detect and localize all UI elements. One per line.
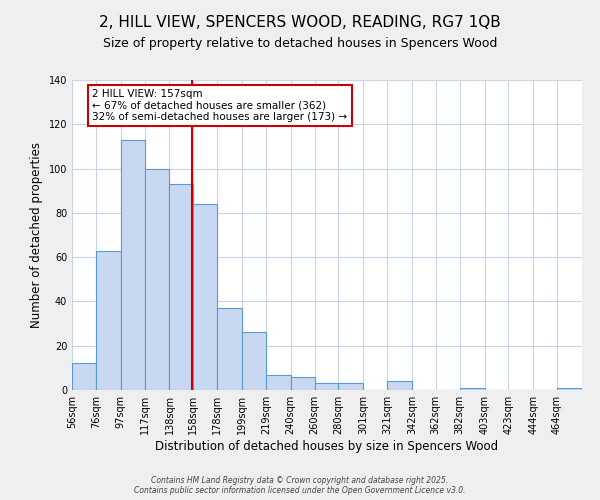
- Bar: [314, 384, 338, 390]
- Bar: [145, 168, 169, 390]
- Bar: [557, 388, 582, 390]
- X-axis label: Distribution of detached houses by size in Spencers Wood: Distribution of detached houses by size …: [155, 440, 499, 452]
- Text: 2, HILL VIEW, SPENCERS WOOD, READING, RG7 1QB: 2, HILL VIEW, SPENCERS WOOD, READING, RG…: [99, 15, 501, 30]
- Bar: [266, 374, 291, 390]
- Text: 2 HILL VIEW: 157sqm
← 67% of detached houses are smaller (362)
32% of semi-detac: 2 HILL VIEW: 157sqm ← 67% of detached ho…: [92, 89, 347, 122]
- Bar: [217, 308, 242, 390]
- Bar: [193, 204, 217, 390]
- Bar: [387, 381, 412, 390]
- Bar: [121, 140, 145, 390]
- Bar: [460, 388, 485, 390]
- Text: Contains HM Land Registry data © Crown copyright and database right 2025.
Contai: Contains HM Land Registry data © Crown c…: [134, 476, 466, 495]
- Bar: [338, 384, 363, 390]
- Bar: [242, 332, 266, 390]
- Text: Size of property relative to detached houses in Spencers Wood: Size of property relative to detached ho…: [103, 38, 497, 51]
- Bar: [291, 376, 314, 390]
- Y-axis label: Number of detached properties: Number of detached properties: [30, 142, 43, 328]
- Bar: [96, 250, 121, 390]
- Bar: [72, 364, 96, 390]
- Bar: [169, 184, 193, 390]
